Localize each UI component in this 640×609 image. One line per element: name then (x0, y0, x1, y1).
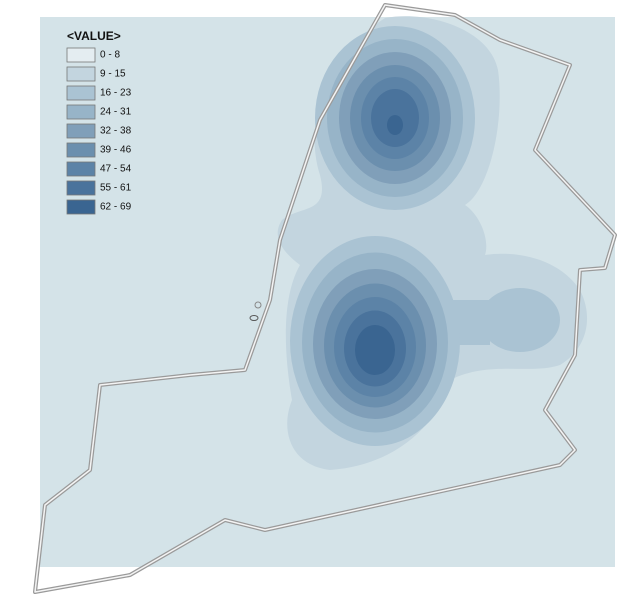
legend-swatch (66, 104, 96, 120)
density-contours (277, 16, 588, 470)
legend-label: 47 - 54 (100, 164, 132, 175)
legend-label: 32 - 38 (100, 126, 132, 137)
contour (355, 325, 395, 375)
boundary (33, 3, 617, 594)
legend-swatch (66, 142, 96, 158)
legend-swatch (66, 123, 96, 139)
legend-label: 39 - 46 (100, 145, 132, 156)
legend-title: <VALUE> (67, 29, 121, 43)
legend-label: 0 - 8 (100, 50, 120, 61)
legend-swatch (66, 85, 96, 101)
legend-label: 9 - 15 (100, 69, 126, 80)
contour (387, 115, 403, 135)
contour (480, 288, 560, 352)
legend-swatch (66, 180, 96, 196)
legend-label: 62 - 69 (100, 202, 132, 213)
legend-swatch (66, 161, 96, 177)
legend-swatch (66, 199, 96, 215)
legend-label: 55 - 61 (100, 183, 132, 194)
legend-swatch (66, 66, 96, 82)
legend-swatch (66, 47, 96, 63)
legend: 0 - 8 9 - 15 16 - 23 24 - 31 32 - 38 39 - 46 4… (66, 47, 132, 215)
legend-label: 24 - 31 (100, 107, 132, 118)
legend-label: 16 - 23 (100, 88, 132, 99)
